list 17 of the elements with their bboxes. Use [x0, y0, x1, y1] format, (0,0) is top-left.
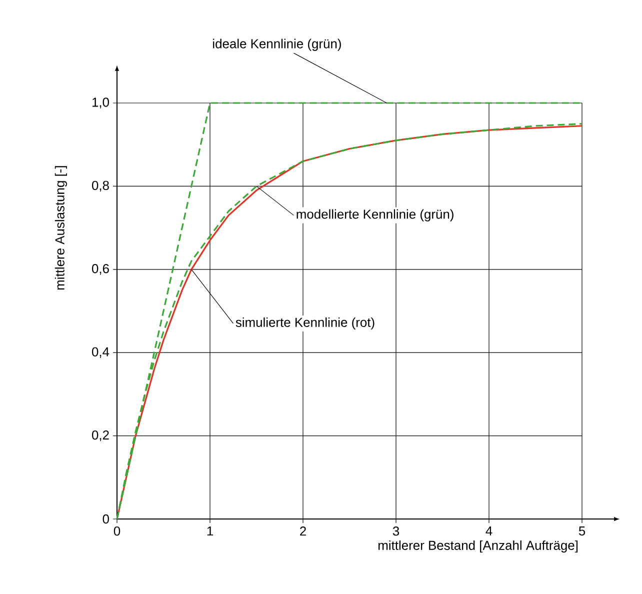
x-tick-label: 0: [114, 526, 120, 536]
x-tick-label: 3: [392, 526, 400, 536]
annotation: ideale Kennlinie (grün): [213, 38, 341, 51]
y-tick-label: 0,6: [92, 264, 109, 275]
y-tick-label: 0,8: [92, 180, 109, 192]
x-tick-label: 4: [486, 526, 492, 536]
y-tick-label: 0: [102, 514, 109, 524]
y-axis-title: mittlere Auslastung [-]: [54, 166, 67, 290]
y-tick-label: 1,0: [92, 98, 109, 108]
annotation: modellierte Kennlinie (grün): [296, 209, 454, 222]
x-tick-label: 1: [207, 526, 213, 536]
annotation: simulierte Kennlinie (rot): [236, 317, 374, 330]
x-tick-label: 2: [300, 526, 306, 536]
x-tick-label: 5: [578, 526, 586, 536]
y-tick-label: 0,2: [92, 430, 109, 442]
x-axis-title: mittlerer Bestand [Anzahl Aufträge]: [378, 540, 578, 553]
y-tick-label: 0,4: [92, 347, 110, 358]
